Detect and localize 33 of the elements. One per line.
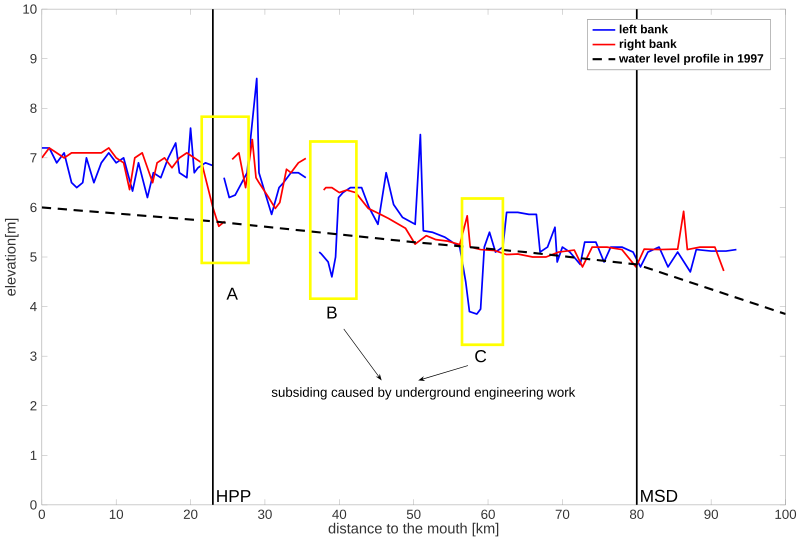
x-tick-label: 80 — [630, 510, 644, 519]
ref-line-label: HPP — [217, 490, 250, 502]
annotation: subsiding caused by underground engineering work — [272, 387, 576, 400]
x-tick-label: 0 — [38, 510, 45, 519]
y-tick-label: 0 — [30, 500, 37, 510]
legend-label: water level profile in 1997 — [618, 54, 764, 65]
y-tick-label: 9 — [30, 54, 37, 64]
x-tick-label: 100 — [775, 510, 796, 519]
y-tick-label: 3 — [30, 351, 37, 361]
x-tick-label: 50 — [406, 510, 421, 519]
x-tick-label: 30 — [258, 510, 272, 519]
y-tick-label: 1 — [30, 450, 36, 460]
ref-line-label: MSD — [641, 490, 678, 502]
y-tick-label: 5 — [30, 252, 37, 262]
legend-label: left bank — [620, 24, 668, 34]
y-tick-label: 2 — [30, 401, 36, 410]
annotation: B — [328, 306, 337, 318]
x-tick-label: 10 — [110, 510, 124, 519]
x-tick-label: 70 — [556, 510, 570, 519]
legend-label: right bank — [620, 39, 677, 50]
y-tick-label: 6 — [30, 202, 37, 212]
y-tick-label: 8 — [30, 104, 37, 113]
y-tick-label: 4 — [30, 302, 37, 312]
annotation: A — [226, 288, 238, 300]
y-tick-label: 10 — [23, 4, 37, 14]
annotation: C — [475, 350, 486, 362]
x-tick-label: 20 — [184, 510, 198, 519]
x-tick-label: 90 — [704, 510, 718, 519]
y-tick-label: 7 — [30, 153, 36, 162]
x-axis-title: distance to the mouth [km] — [328, 522, 498, 536]
x-tick-label: 60 — [481, 510, 495, 519]
y-axis-title: elevation[m] — [4, 218, 19, 296]
x-tick-label: 40 — [332, 510, 346, 519]
